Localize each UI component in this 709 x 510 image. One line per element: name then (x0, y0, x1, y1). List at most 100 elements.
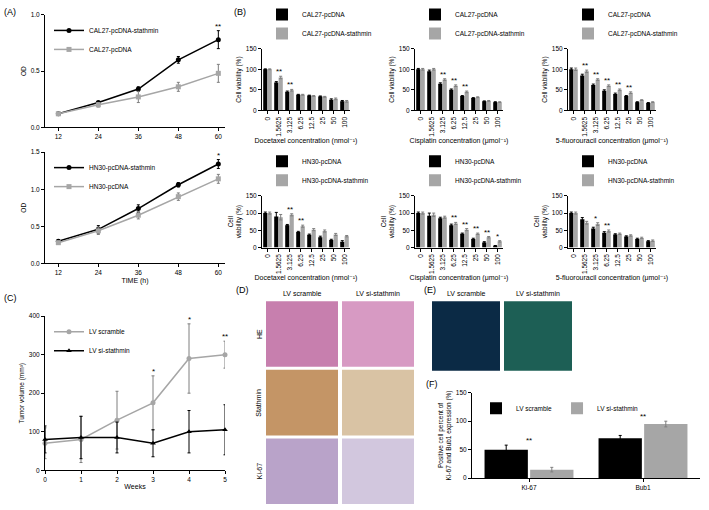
svg-text:**: ** (287, 80, 293, 89)
svg-text:**: ** (626, 83, 632, 92)
svg-text:150: 150 (399, 45, 410, 52)
svg-text:Docetaxel concentration (nmol⁻: Docetaxel concentration (nmol⁻¹) (255, 137, 358, 145)
svg-text:12.5: 12.5 (461, 117, 468, 130)
svg-text:HN30-pcDNA-stathmin: HN30-pcDNA-stathmin (455, 177, 521, 185)
svg-text:3.125: 3.125 (592, 117, 599, 134)
svg-text:**: ** (593, 70, 599, 79)
svg-text:6.25: 6.25 (450, 254, 457, 267)
svg-text:0: 0 (417, 254, 424, 258)
svg-text:1: 1 (79, 476, 83, 483)
svg-text:LV si-stathmin: LV si-stathmin (89, 347, 130, 354)
svg-text:6.25: 6.25 (450, 117, 457, 130)
svg-text:12.5: 12.5 (308, 254, 315, 267)
svg-text:4: 4 (187, 476, 191, 483)
svg-text:0: 0 (559, 107, 563, 114)
svg-text:CAL27-pcDNA: CAL27-pcDNA (302, 11, 345, 19)
svg-text:300: 300 (29, 351, 40, 358)
svg-text:**: ** (615, 80, 621, 89)
svg-text:0: 0 (253, 244, 257, 251)
svg-text:**: ** (222, 332, 228, 341)
svg-text:LV scramble: LV scramble (516, 405, 552, 412)
svg-text:Bub1: Bub1 (635, 484, 651, 491)
svg-text:**: ** (640, 412, 646, 421)
svg-text:HN30-pcDNA: HN30-pcDNA (455, 158, 495, 166)
svg-text:200: 200 (29, 389, 40, 396)
svg-text:1.5625: 1.5625 (581, 117, 588, 137)
svg-text:3.125: 3.125 (592, 254, 599, 271)
svg-text:150: 150 (456, 389, 467, 396)
svg-text:100: 100 (29, 428, 40, 435)
svg-text:0.0: 0.0 (31, 124, 40, 131)
svg-text:*: * (188, 315, 191, 324)
svg-text:1.5625: 1.5625 (428, 117, 435, 137)
svg-text:**: ** (582, 61, 588, 70)
svg-text:**: ** (298, 216, 304, 225)
svg-text:OD: OD (20, 66, 27, 76)
svg-text:*: * (152, 367, 155, 376)
svg-text:CAL27-pcDNA: CAL27-pcDNA (455, 11, 498, 19)
svg-text:Cisplatin concentration (μmol⁻: Cisplatin concentration (μmol⁻¹) (410, 274, 509, 282)
svg-text:100: 100 (246, 66, 257, 73)
svg-text:1.5625: 1.5625 (581, 254, 588, 274)
svg-text:50: 50 (249, 227, 257, 234)
svg-text:1.5625: 1.5625 (275, 117, 282, 137)
svg-text:**: ** (526, 436, 532, 445)
svg-text:0: 0 (264, 117, 271, 121)
svg-text:3: 3 (151, 476, 155, 483)
svg-text:100: 100 (494, 254, 501, 265)
svg-text:LV scramble: LV scramble (283, 290, 321, 297)
svg-text:Positive cell percent ofKi-67: Positive cell percent ofKi-67 and Bub1 e… (437, 390, 453, 480)
svg-text:OD: OD (20, 203, 27, 213)
svg-text:CAL27-pcDNA: CAL27-pcDNA (608, 11, 651, 19)
svg-text:*: * (496, 232, 499, 241)
svg-text:LV si-stathmin: LV si-stathmin (356, 290, 400, 297)
svg-text:12: 12 (55, 269, 63, 276)
svg-text:**: ** (215, 22, 221, 31)
svg-text:60: 60 (215, 269, 223, 276)
svg-text:6.25: 6.25 (603, 117, 610, 130)
svg-text:36: 36 (135, 133, 143, 140)
svg-text:LV si-stathmin: LV si-stathmin (597, 405, 638, 412)
svg-text:LV scramble: LV scramble (447, 290, 485, 297)
svg-text:12.5: 12.5 (614, 254, 621, 267)
svg-text:400: 400 (29, 312, 40, 319)
svg-text:0.5: 0.5 (31, 223, 40, 230)
svg-text:50: 50 (330, 254, 337, 262)
svg-text:Cellviability (%): Cellviability (%) (380, 205, 396, 238)
svg-text:25: 25 (625, 117, 632, 125)
svg-text:0.0: 0.0 (31, 260, 40, 267)
svg-text:24: 24 (95, 269, 103, 276)
svg-text:LV si-stathmin: LV si-stathmin (516, 290, 560, 297)
svg-text:100: 100 (399, 66, 410, 73)
svg-text:CAL27-pcDNA: CAL27-pcDNA (89, 46, 132, 54)
svg-text:150: 150 (399, 192, 410, 199)
svg-text:3.125: 3.125 (286, 254, 293, 271)
svg-text:150: 150 (552, 45, 563, 52)
svg-text:LV scramble: LV scramble (89, 328, 125, 335)
svg-text:0: 0 (253, 107, 257, 114)
svg-text:5-fluorouracil concentration (: 5-fluorouracil concentration (μmol⁻¹) (556, 274, 668, 282)
svg-text:**: ** (604, 221, 610, 230)
svg-text:**: ** (462, 220, 468, 229)
svg-text:50: 50 (459, 446, 467, 453)
svg-text:50: 50 (636, 117, 643, 125)
svg-text:Cell viability (%): Cell viability (%) (388, 56, 396, 102)
svg-text:TIME (h): TIME (h) (121, 277, 148, 285)
svg-text:0: 0 (570, 254, 577, 258)
svg-text:HN30-pcDNA: HN30-pcDNA (608, 158, 648, 166)
svg-text:3.125: 3.125 (439, 117, 446, 134)
svg-text:0: 0 (570, 117, 577, 121)
svg-text:**: ** (287, 205, 293, 214)
svg-text:25: 25 (472, 254, 479, 262)
svg-text:60: 60 (215, 133, 223, 140)
svg-text:HN30-pcDNA-stathmin: HN30-pcDNA-stathmin (302, 177, 368, 185)
svg-text:*: * (217, 151, 220, 160)
svg-text:**: ** (276, 67, 282, 76)
svg-text:50: 50 (249, 86, 257, 93)
svg-text:150: 150 (552, 192, 563, 199)
svg-text:(B): (B) (234, 7, 246, 17)
svg-text:0: 0 (264, 254, 271, 258)
svg-text:36: 36 (135, 269, 143, 276)
svg-text:Stathmin: Stathmin (255, 389, 262, 417)
svg-text:1.5: 1.5 (31, 148, 40, 155)
